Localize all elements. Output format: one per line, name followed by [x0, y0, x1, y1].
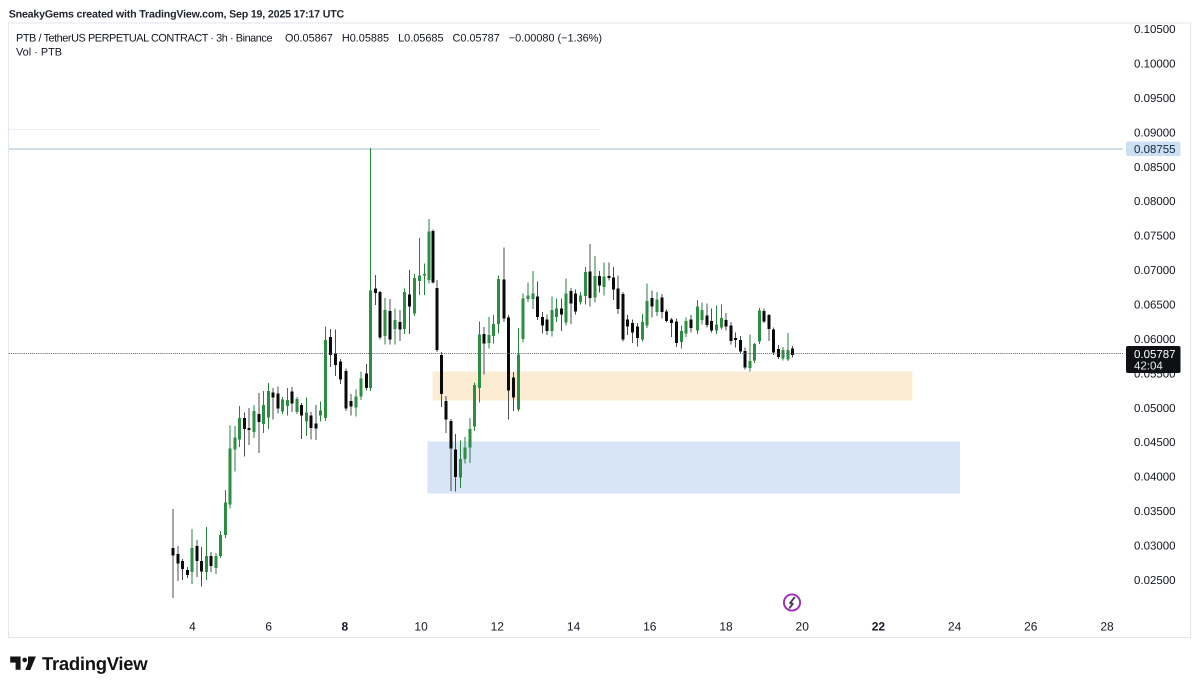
svg-text:28: 28	[1100, 620, 1114, 634]
svg-text:0.03500: 0.03500	[1134, 506, 1176, 518]
svg-text:26: 26	[1024, 620, 1038, 634]
svg-text:22: 22	[872, 620, 886, 634]
svg-text:0.07000: 0.07000	[1134, 265, 1176, 277]
svg-text:4: 4	[189, 620, 196, 634]
svg-text:0.08755: 0.08755	[1134, 144, 1176, 156]
svg-text:0.08000: 0.08000	[1134, 196, 1176, 208]
svg-text:SneakyGems created with Tradin: SneakyGems created with TradingView.com,…	[9, 9, 345, 21]
svg-text:0.10500: 0.10500	[1134, 24, 1176, 36]
svg-text:TradingView: TradingView	[42, 653, 148, 674]
svg-text:O0.05867 H0.05885 L0.05685: O0.05867 H0.05885 L0.05685 C0.05787 −0.0…	[285, 32, 602, 44]
svg-text:0.07500: 0.07500	[1134, 231, 1176, 243]
svg-text:6: 6	[265, 620, 272, 634]
svg-text:0.09500: 0.09500	[1134, 93, 1176, 105]
svg-text:0.04500: 0.04500	[1134, 437, 1176, 449]
svg-text:0.02500: 0.02500	[1134, 575, 1176, 587]
svg-text:0.03000: 0.03000	[1134, 541, 1176, 553]
svg-text:0.09000: 0.09000	[1134, 127, 1176, 139]
svg-text:14: 14	[567, 620, 581, 634]
svg-text:20: 20	[796, 620, 810, 634]
svg-text:12: 12	[491, 620, 505, 634]
svg-text:0.05787: 0.05787	[1134, 349, 1176, 361]
svg-text:Vol · PTB: Vol · PTB	[16, 46, 62, 58]
svg-text:8: 8	[342, 620, 349, 634]
svg-text:0.06500: 0.06500	[1134, 300, 1176, 312]
svg-text:42:04: 42:04	[1134, 361, 1163, 373]
svg-text:0.06000: 0.06000	[1134, 334, 1176, 346]
svg-text:0.04000: 0.04000	[1134, 472, 1176, 484]
svg-text:0.05000: 0.05000	[1134, 403, 1176, 415]
svg-text:18: 18	[719, 620, 733, 634]
svg-text:0.10000: 0.10000	[1134, 59, 1176, 71]
svg-text:PTB / TetherUS PERPETUAL CONTR: PTB / TetherUS PERPETUAL CONTRACT · 3h ·…	[16, 32, 273, 44]
svg-text:0.08500: 0.08500	[1134, 162, 1176, 174]
svg-text:24: 24	[948, 620, 962, 634]
svg-text:10: 10	[414, 620, 428, 634]
svg-text:16: 16	[643, 620, 657, 634]
